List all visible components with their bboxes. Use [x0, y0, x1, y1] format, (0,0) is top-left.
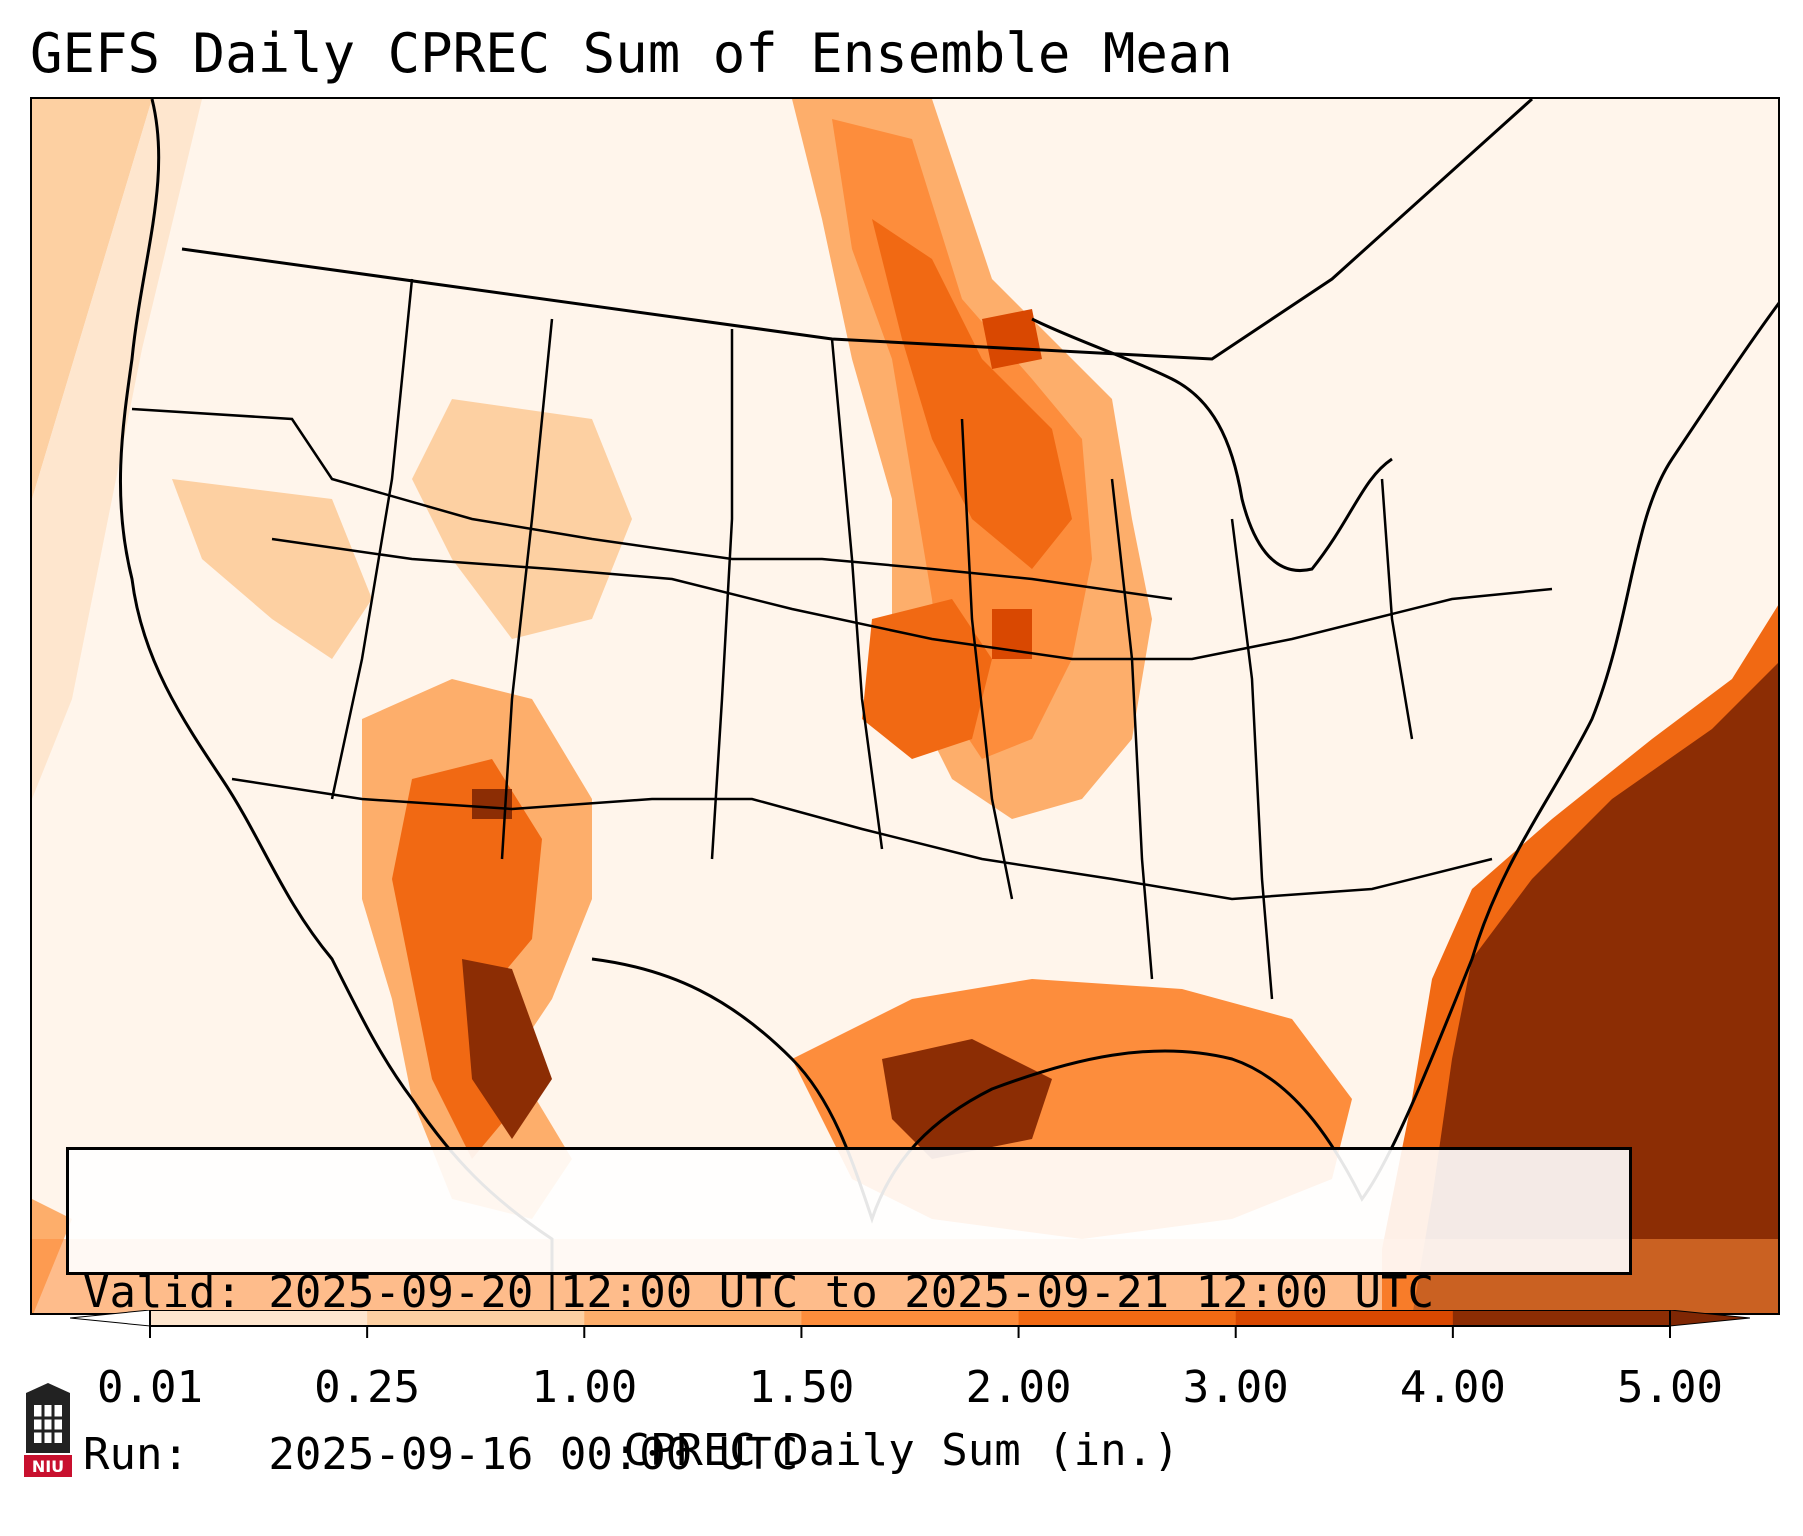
logo-tower-window	[34, 1405, 62, 1443]
logo-red-band	[24, 1455, 72, 1477]
colorbar-tick-label: 0.01	[97, 1362, 203, 1413]
pacific-band-2	[32, 99, 202, 799]
midwest-band-inner	[872, 219, 1072, 569]
missouri-peak	[992, 609, 1032, 659]
colorbar-segment	[801, 1310, 1020, 1326]
gulf-atlantic-coastline	[591, 301, 1778, 1224]
logo-tower-grid	[34, 1405, 62, 1443]
colorbar	[70, 1310, 1750, 1338]
colorbar-tick-label: 1.50	[748, 1362, 855, 1413]
colorbar-tick-label: 0.25	[314, 1362, 421, 1413]
colorbar-outline	[149, 1310, 1671, 1327]
colorbar-tick-label: 3.00	[1182, 1362, 1289, 1413]
arizona-peak	[472, 789, 512, 819]
colorbar-segment	[1018, 1310, 1237, 1326]
run-time-line: Run: 2025-09-16 00:00 UTC	[83, 1429, 799, 1480]
colorbar-segment	[1452, 1310, 1671, 1326]
colorbar-ticks	[149, 1326, 1671, 1338]
colorbar-segments	[150, 1310, 1671, 1326]
precip-map	[32, 99, 1778, 1313]
chart-title: GEFS Daily CPREC Sum of Ensemble Mean	[30, 22, 1233, 85]
colorbar-segment	[367, 1310, 585, 1326]
texas-coast-peak	[882, 1039, 1052, 1159]
colorbar-under-triangle	[70, 1310, 151, 1327]
kansas-core	[862, 599, 992, 759]
colorbar-tick-label: 4.00	[1399, 1362, 1506, 1413]
minnesota-peak	[982, 309, 1042, 369]
valid-run-box: Valid: 2025-09-20 12:00 UTC to 2025-09-2…	[66, 1147, 1632, 1480]
colorbar-tick-label: 5.00	[1617, 1362, 1723, 1413]
west-coastline	[118, 99, 554, 1313]
colorbar-tick-label: 1.00	[531, 1362, 638, 1413]
rockies-shade	[412, 399, 632, 639]
colorbar-segment	[584, 1310, 802, 1326]
logo-text: NIU	[32, 1457, 64, 1476]
colorbar-label: CPREC Daily Sum (in.)	[623, 1425, 1180, 1476]
mexico-peak	[462, 959, 552, 1139]
nevada-shade	[172, 479, 372, 659]
colorbar-segment	[1235, 1310, 1454, 1326]
great-lakes-outline	[1031, 317, 1393, 572]
map-panel	[30, 97, 1780, 1315]
canada-border	[181, 99, 1534, 361]
colorbar-tick-label: 2.00	[965, 1362, 1072, 1413]
state-borders	[131, 278, 1553, 1000]
colorbar-segment	[150, 1310, 368, 1326]
niu-logo: NIU	[24, 1383, 72, 1477]
colorbar-over-triangle	[1669, 1310, 1750, 1327]
